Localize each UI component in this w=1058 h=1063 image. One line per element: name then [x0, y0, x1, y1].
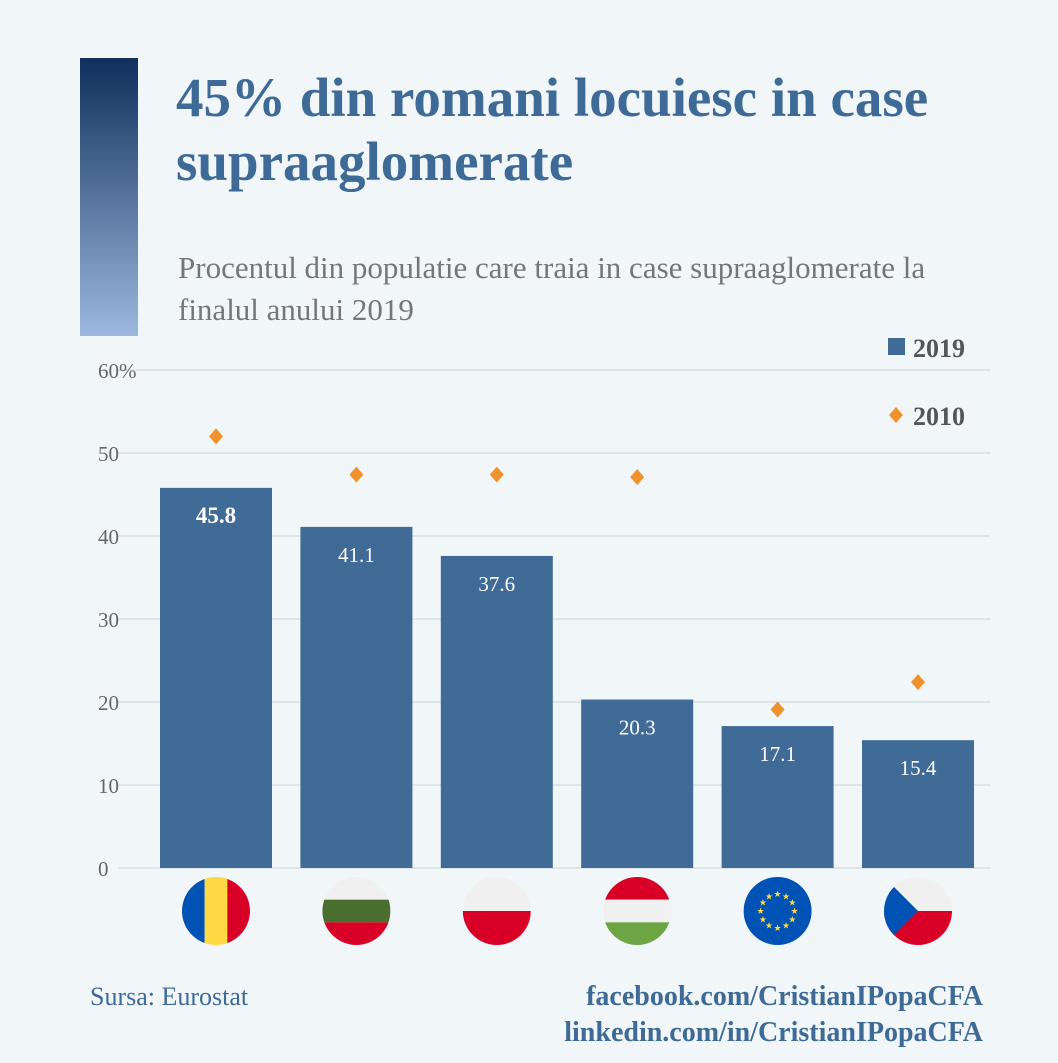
svg-text:★: ★ — [759, 898, 767, 908]
bar-value-label: 20.3 — [619, 716, 656, 740]
bulgaria-flag-icon — [322, 877, 391, 945]
legend-swatch-2019 — [888, 338, 905, 355]
svg-text:★: ★ — [774, 889, 782, 899]
bar-value-label: 37.6 — [478, 572, 515, 596]
y-tick-label: 10 — [98, 774, 119, 798]
eu-flag-icon: ★★★★★★★★★ ★ ★★ — [743, 877, 812, 945]
marker-2010 — [489, 466, 504, 483]
svg-text:★: ★ — [759, 915, 767, 925]
bar-2019 — [300, 526, 413, 868]
bar-2019 — [160, 487, 272, 868]
svg-text:★: ★ — [791, 906, 799, 916]
y-tick-label: 60% — [98, 359, 137, 383]
bar-value-label: 17.1 — [759, 742, 796, 766]
marker-2010 — [911, 674, 925, 691]
legend-label-2010: 2010 — [913, 402, 965, 431]
bar-value-label: 45.8 — [196, 503, 236, 528]
y-tick-label: 0 — [98, 857, 109, 881]
marker-2010 — [770, 701, 785, 718]
svg-text:★: ★ — [782, 921, 790, 931]
y-tick-label: 20 — [98, 691, 119, 715]
svg-text:★: ★ — [782, 891, 790, 901]
marker-2010 — [209, 428, 223, 445]
source-text: Sursa: Eurostat — [90, 982, 249, 1011]
svg-text:★: ★ — [788, 915, 796, 925]
bar-value-label: 15.4 — [900, 756, 937, 780]
poland-flag-icon — [462, 877, 531, 945]
y-tick-label: 40 — [98, 525, 119, 549]
legend-marker-2010 — [889, 407, 903, 423]
accent-bar — [80, 58, 138, 336]
romania-flag-icon — [182, 877, 250, 945]
svg-text:★: ★ — [774, 923, 782, 933]
bar-2019 — [721, 726, 834, 868]
svg-text:★: ★ — [765, 891, 773, 901]
marker-2010 — [630, 469, 645, 486]
facebook-link[interactable]: facebook.com/CristianIPopaCFA — [586, 981, 983, 1012]
legend-label-2019: 2019 — [913, 334, 965, 363]
y-tick-label: 30 — [98, 608, 119, 632]
linkedin-link[interactable]: linkedin.com/in/CristianIPopaCFA — [564, 1017, 983, 1048]
links: facebook.com/CristianIPopaCFA linkedin.c… — [564, 979, 983, 1051]
czechia-flag-icon — [884, 877, 952, 945]
page-title: 45% din romani locuiesc in case supraagl… — [176, 67, 929, 192]
marker-2010 — [349, 466, 364, 483]
bar-2019 — [862, 740, 974, 868]
svg-text:★: ★ — [765, 921, 773, 931]
bar-2019 — [581, 699, 694, 868]
hungary-flag-icon — [603, 877, 672, 945]
svg-text:★: ★ — [757, 906, 765, 916]
bar-value-label: 41.1 — [338, 543, 375, 567]
subtitle: Procentul din populatie care traia in ca… — [178, 250, 926, 327]
svg-text:★: ★ — [788, 898, 796, 908]
bar-2019 — [440, 555, 553, 868]
y-tick-label: 50 — [98, 442, 119, 466]
